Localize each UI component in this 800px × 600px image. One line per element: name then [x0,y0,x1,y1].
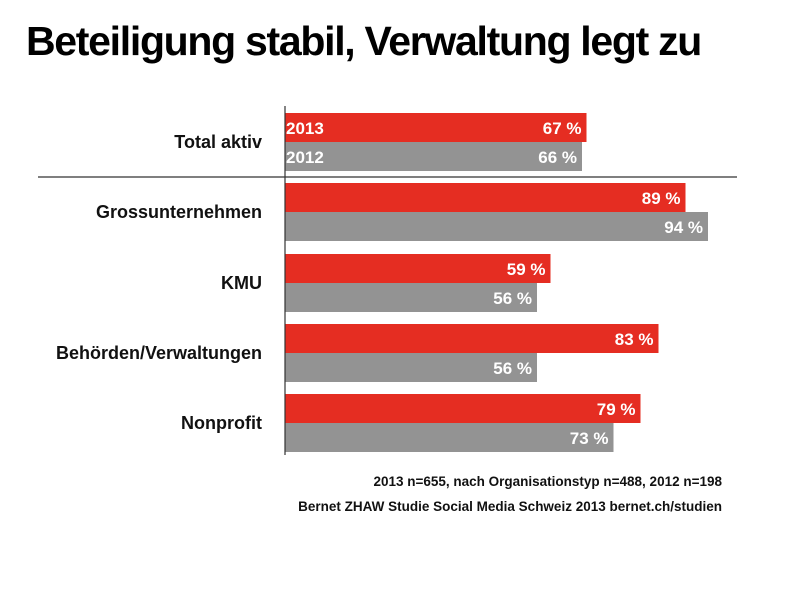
series-label-2013: 2013 [286,119,324,138]
value-label-2013-kmu: 59 % [507,260,546,279]
category-label-nonprofit: Nonprofit [181,413,262,433]
value-label-2013-nonprofit: 79 % [597,400,636,419]
value-label-2012-grossunternehmen: 94 % [664,218,703,237]
category-label-total-aktiv: Total aktiv [174,132,262,152]
value-label-2013-grossunternehmen: 89 % [642,189,681,208]
value-label-2012-total-aktiv: 66 % [538,148,577,167]
chart-title: Beteiligung stabil, Verwaltung legt zu [26,18,702,64]
series-label-2012: 2012 [286,148,324,167]
category-label-grossunternehmen: Grossunternehmen [96,202,262,222]
bar-2012-kmu [285,283,537,312]
bar-2013-beh-rden-verwaltungen [285,324,659,353]
source-note: Bernet ZHAW Studie Social Media Schweiz … [298,499,722,514]
bar-2013-kmu [285,254,551,283]
bar-2012-nonprofit [285,423,614,452]
sample-size-note: 2013 n=655, nach Organisationstyp n=488,… [373,474,722,489]
value-label-2013-beh-rden-verwaltungen: 83 % [615,330,654,349]
category-label-kmu: KMU [221,273,262,293]
bar-2012-grossunternehmen [285,212,708,241]
bar-2012-total-aktiv [285,142,582,171]
category-label-beh-rden-verwaltungen: Behörden/Verwaltungen [56,343,262,363]
bar-2012-beh-rden-verwaltungen [285,353,537,382]
value-label-2012-nonprofit: 73 % [570,429,609,448]
bar-2013-nonprofit [285,394,641,423]
bar-2013-total-aktiv [285,113,587,142]
bar-2013-grossunternehmen [285,183,686,212]
value-label-2012-beh-rden-verwaltungen: 56 % [493,359,532,378]
value-label-2013-total-aktiv: 67 % [543,119,582,138]
value-label-2012-kmu: 56 % [493,289,532,308]
